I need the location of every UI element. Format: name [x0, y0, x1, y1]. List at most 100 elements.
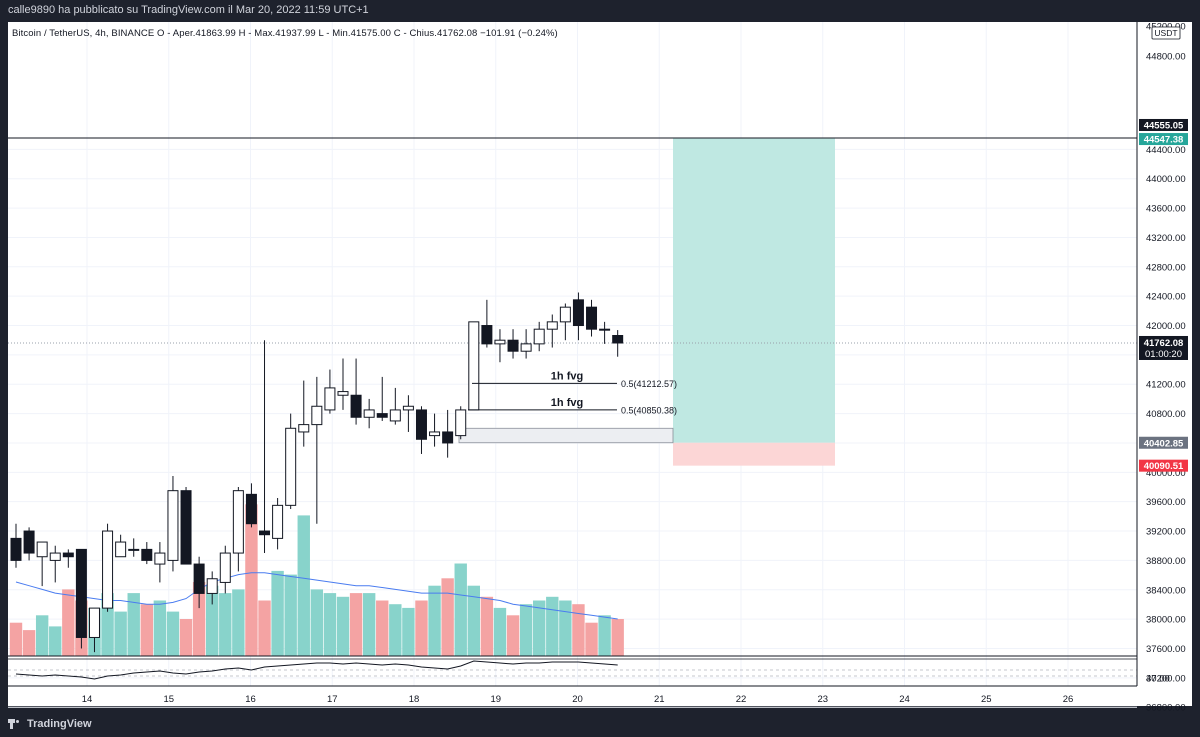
price-tick-label: 42400.00 — [1146, 292, 1186, 303]
volume-bar — [546, 596, 559, 656]
volume-bar — [140, 604, 153, 656]
candle-body — [141, 548, 153, 561]
candle-body — [442, 431, 454, 444]
candle-body — [128, 548, 140, 551]
candle-body — [219, 552, 231, 583]
price-axis[interactable]: 45200.0044800.0044400.0044000.0043600.00… — [1136, 22, 1188, 714]
price-tick-label: 40000.00 — [1146, 468, 1186, 479]
volume-bar — [441, 578, 454, 656]
candles — [10, 292, 624, 653]
time-tick-label: 25 — [981, 694, 992, 705]
candle-body — [49, 552, 61, 561]
candle-body — [455, 409, 467, 437]
candle-body — [36, 541, 48, 558]
oscillator-pane — [8, 655, 1137, 687]
volume-bar — [219, 593, 232, 656]
price-tick-label: 40800.00 — [1146, 409, 1186, 420]
countdown-label: 01:00:20 — [1145, 349, 1182, 360]
volume-bar — [415, 600, 428, 656]
price-tick-label: 37600.00 — [1146, 644, 1186, 655]
candle-body — [115, 541, 127, 558]
volume-bar — [245, 504, 258, 656]
volume-bar — [22, 630, 36, 656]
volume-bar — [271, 570, 284, 656]
candle-body — [612, 335, 624, 344]
volume-bar — [114, 611, 127, 656]
price-tick-label: 39200.00 — [1146, 527, 1186, 538]
candle-body — [337, 391, 349, 396]
candle-body — [167, 490, 179, 561]
price-tick-label: 43600.00 — [1146, 204, 1186, 215]
candle-body — [180, 490, 192, 565]
price-tick-label: 43200.00 — [1146, 233, 1186, 244]
price-tick-label: 36800.00 — [1146, 703, 1186, 714]
oscillator-line — [15, 660, 618, 680]
volume-bar — [284, 574, 297, 656]
price-tick-label: 44400.00 — [1146, 145, 1186, 156]
volume-bar — [480, 596, 494, 656]
publish-header: calle9890 ha pubblicato su TradingView.c… — [0, 0, 1200, 22]
volume-bar — [49, 626, 62, 656]
candle-body — [23, 530, 35, 554]
candle-body — [193, 563, 205, 594]
last-price-label: 41762.08 — [1144, 338, 1184, 349]
profit-zone — [673, 138, 835, 443]
tradingview-logo[interactable]: TradingView — [8, 718, 92, 730]
volume-bar — [559, 600, 572, 656]
volume-bar — [232, 589, 245, 656]
candle-body — [363, 409, 375, 418]
time-tick-label: 22 — [736, 694, 747, 705]
volume-bar — [402, 607, 415, 656]
stop-price-label-bg — [1139, 459, 1188, 472]
candle-body — [75, 548, 87, 638]
volume-ma — [15, 572, 618, 620]
currency-badge-box — [1151, 26, 1181, 40]
loss-zone — [673, 442, 835, 466]
volume-bar — [506, 615, 520, 656]
candle-body — [468, 321, 480, 411]
price-tick-label: 44800.00 — [1146, 52, 1186, 63]
volume-bar — [533, 600, 546, 656]
price-tick-label: 42800.00 — [1146, 262, 1186, 273]
target-price-label-bg — [1139, 118, 1188, 131]
time-tick-label: 23 — [817, 694, 828, 705]
volume-bar — [310, 589, 324, 656]
volume-bar — [349, 593, 363, 656]
price-tick-label: 38000.00 — [1146, 615, 1186, 626]
target-line-label: 44547.38 — [1144, 135, 1184, 146]
price-tick-label: 44000.00 — [1146, 174, 1186, 185]
time-axis[interactable]: 14 15 16 17 18 19 20 21 22 23 24 25 26 — [82, 694, 1074, 705]
volume-bar — [519, 604, 533, 656]
volume-bar — [428, 585, 441, 656]
fvg-rectangle — [458, 427, 674, 444]
volume-bar — [323, 593, 337, 656]
volume-bar — [297, 515, 310, 656]
volume-bar — [362, 593, 376, 656]
time-tick-label: 14 — [82, 694, 93, 705]
annotations: 1h fvg 0.5(41212.57) 1h fvg 0.5(40850.38) — [468, 370, 677, 415]
volume-bar — [598, 615, 611, 656]
candle-body — [599, 328, 611, 331]
candle-body — [533, 328, 545, 345]
volume-bar — [454, 563, 467, 656]
candle-body — [272, 504, 284, 539]
candle-body — [324, 387, 336, 411]
candle-body — [520, 343, 532, 352]
currency-label: USDT — [1154, 28, 1177, 38]
osc-tick-label: 40.00 — [1146, 674, 1170, 685]
candle-body — [402, 405, 414, 411]
publish-text: calle9890 ha pubblicato su TradingView.c… — [8, 4, 369, 16]
target-price-label: 44555.05 — [1144, 120, 1184, 131]
candle-body — [559, 306, 571, 323]
candle-body — [350, 394, 362, 418]
price-tick-label: 41200.00 — [1146, 380, 1186, 391]
volume-bar — [493, 607, 507, 656]
time-tick-label: 21 — [654, 694, 665, 705]
footer-bar: TradingView — [0, 712, 1200, 737]
volume-bar — [206, 585, 219, 656]
time-tick-label: 26 — [1063, 694, 1074, 705]
chart-frame — [8, 22, 1192, 706]
last-price-bg — [1139, 335, 1188, 360]
symbol-legend: Bitcoin / TetherUS, 4h, BINANCE O - Aper… — [12, 28, 558, 39]
